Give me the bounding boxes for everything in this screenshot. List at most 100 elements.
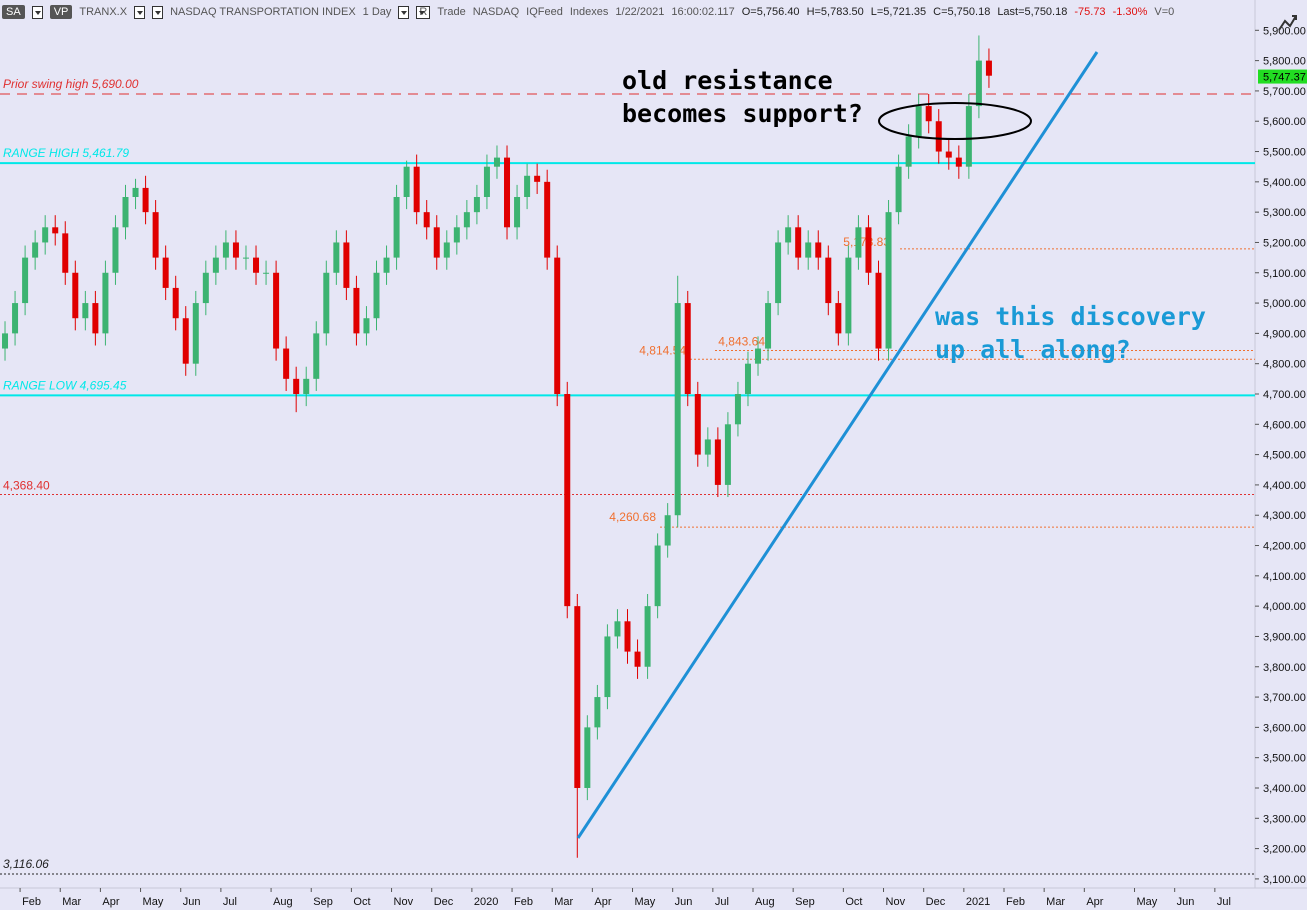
symbol: TRANX.X <box>79 6 128 18</box>
candle-body <box>92 303 99 334</box>
candle-body <box>835 303 842 334</box>
candle-body <box>32 242 39 258</box>
candle-body <box>905 136 912 167</box>
x-tick-label: Mar <box>62 896 81 908</box>
candle-body <box>453 227 460 243</box>
y-tick-label: 3,200.00 <box>1263 844 1306 856</box>
field: IQFeed <box>526 6 563 18</box>
high: H=5,783.50 <box>806 6 864 18</box>
y-tick-label: 3,900.00 <box>1263 631 1306 643</box>
x-tick-label: Jul <box>1217 896 1231 908</box>
level-label: 4,368.40 <box>3 478 50 492</box>
x-tick-label: Nov <box>394 896 414 908</box>
y-tick-label: 3,500.00 <box>1263 753 1306 765</box>
y-tick-label: 5,700.00 <box>1263 86 1306 98</box>
change-percent: -1.30% <box>1112 6 1148 18</box>
low: L=5,721.35 <box>870 6 927 18</box>
button[interactable]: SA <box>2 5 25 19</box>
candle-body <box>514 196 521 228</box>
candle-body <box>463 212 470 228</box>
button-label: R <box>419 5 428 18</box>
candle-body <box>895 166 902 213</box>
candle-body <box>82 303 89 319</box>
candle-body <box>744 363 751 394</box>
x-tick-label: Apr <box>1086 896 1103 908</box>
candle-body <box>785 227 792 243</box>
candle-body <box>544 181 551 258</box>
candle-body <box>172 287 179 319</box>
y-tick-label: 3,400.00 <box>1263 783 1306 795</box>
candle-body <box>122 196 129 228</box>
y-tick-label: 4,900.00 <box>1263 328 1306 340</box>
level-label: Prior swing high 5,690.00 <box>3 77 139 91</box>
dropdown[interactable] <box>31 5 43 19</box>
candle-body <box>805 242 812 258</box>
candle-body <box>724 424 731 485</box>
candle-body <box>955 157 962 167</box>
y-tick-label: 3,600.00 <box>1263 722 1306 734</box>
y-tick-label: 3,800.00 <box>1263 662 1306 674</box>
candle-body <box>504 157 511 228</box>
candle-body <box>202 272 209 304</box>
candle-body <box>403 166 410 197</box>
candle-body <box>524 175 531 197</box>
x-tick-label: 2021 <box>966 896 990 908</box>
x-tick-label: Aug <box>273 896 293 908</box>
candle-body <box>473 196 480 213</box>
y-tick-label: 5,200.00 <box>1263 237 1306 249</box>
x-tick-label: Jun <box>1177 896 1195 908</box>
candle-body <box>885 212 892 349</box>
toolbar-icon[interactable] <box>1274 12 1298 36</box>
level-label: RANGE HIGH 5,461.79 <box>3 146 129 160</box>
x-tick-label: Feb <box>1006 896 1025 908</box>
dropdown[interactable] <box>152 5 164 19</box>
button[interactable]: VP <box>49 5 73 19</box>
candle-body <box>12 303 19 334</box>
candle-body <box>755 348 762 364</box>
level-label: 4,814.54 <box>639 343 686 357</box>
x-tick-label: Feb <box>22 896 41 908</box>
candle-body <box>212 257 219 273</box>
annotation: old resistance <box>622 66 833 95</box>
y-tick-label: 4,300.00 <box>1263 510 1306 522</box>
candle-body <box>232 242 239 258</box>
candle-body <box>534 175 541 182</box>
candle-body <box>674 303 681 516</box>
dropdown[interactable] <box>398 5 410 19</box>
candle-body <box>303 378 310 394</box>
open: O=5,756.40 <box>741 6 800 18</box>
x-tick-label: Dec <box>926 896 946 908</box>
level-label: RANGE LOW 4,695.45 <box>3 378 127 392</box>
level-label: 4,260.68 <box>609 510 656 524</box>
candle-body <box>2 333 9 349</box>
annotation: becomes support? <box>622 99 863 128</box>
x-tick-label: Jul <box>223 896 237 908</box>
trend-line <box>576 51 1099 839</box>
field: Trade <box>437 6 466 18</box>
y-tick-label: 5,000.00 <box>1263 298 1306 310</box>
instrument-name: NASDAQ TRANSPORTATION INDEX <box>170 6 356 18</box>
candle-body <box>102 272 109 334</box>
x-tick-label: Apr <box>102 896 119 908</box>
y-tick-label: 5,800.00 <box>1263 56 1306 68</box>
last-price-label: 5,747.37 <box>1263 72 1306 84</box>
candle-body <box>554 257 561 394</box>
y-tick-label: 5,100.00 <box>1263 268 1306 280</box>
candle-body <box>293 378 300 394</box>
candle-body <box>614 621 621 637</box>
candle-body <box>965 106 972 167</box>
x-tick-label: Mar <box>554 896 573 908</box>
y-tick-label: 4,500.00 <box>1263 450 1306 462</box>
dropdown[interactable] <box>134 5 146 19</box>
candle-body <box>985 60 992 76</box>
levels: Prior swing high 5,690.00 RANGE HIGH 5,46… <box>0 77 1255 875</box>
candle-body <box>162 257 169 288</box>
button[interactable]: R <box>416 5 431 19</box>
candle-body <box>865 227 872 273</box>
candle-body <box>815 242 822 258</box>
candle-body <box>242 257 249 259</box>
candle-body <box>825 257 832 304</box>
x-tick-label: Mar <box>1046 896 1065 908</box>
x-tick-label: Sep <box>795 896 815 908</box>
